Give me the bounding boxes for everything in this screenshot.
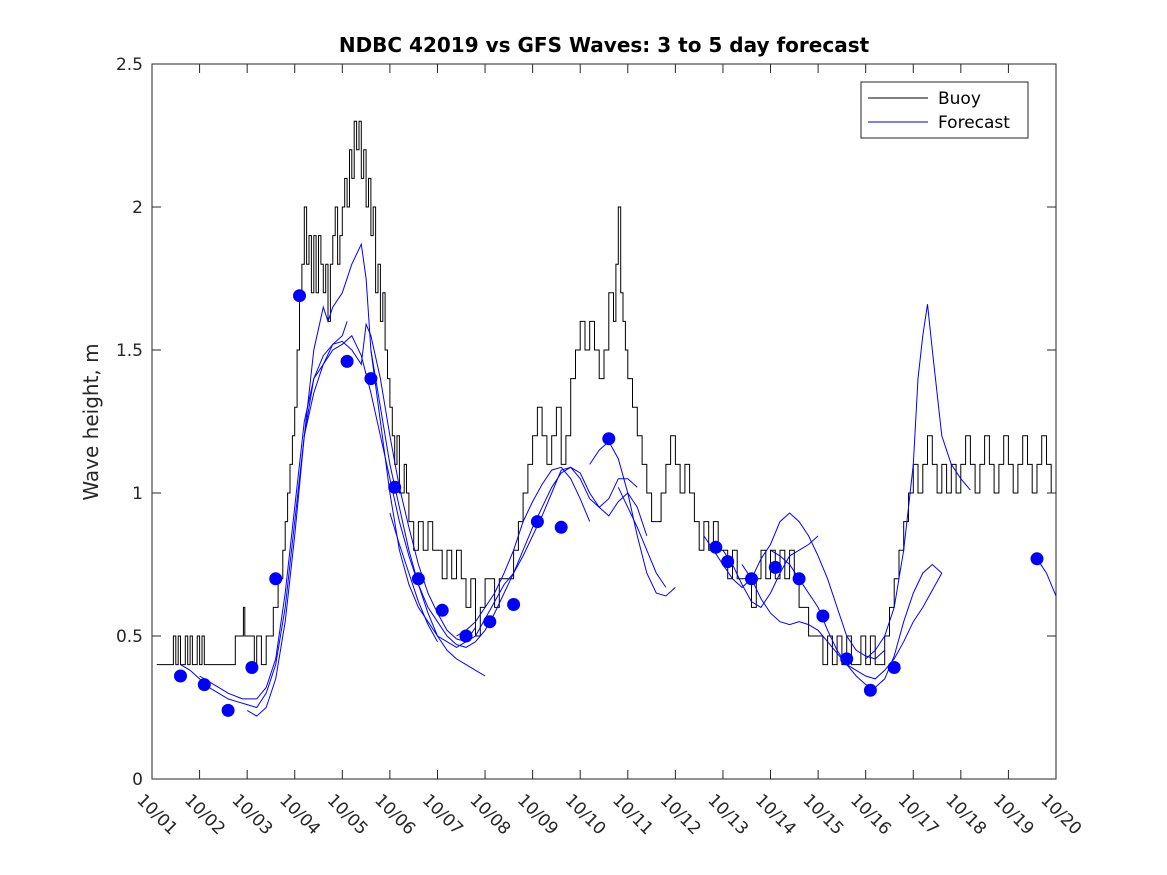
forecast-series-line xyxy=(589,440,676,597)
forecast-series-line xyxy=(703,512,886,660)
x-tick-label: 10/07 xyxy=(418,790,467,839)
axes-box xyxy=(151,63,1057,780)
forecast-marker xyxy=(269,572,283,586)
forecast-marker xyxy=(721,555,735,569)
plot-area xyxy=(156,120,1056,717)
forecast-marker xyxy=(1030,552,1044,566)
forecast-marker xyxy=(554,520,568,534)
x-tick-label: 10/17 xyxy=(894,790,943,839)
forecast-marker xyxy=(530,515,544,529)
x-tick-label: 10/08 xyxy=(466,790,515,839)
x-tick-label: 10/18 xyxy=(941,790,990,839)
forecast-series-line xyxy=(246,242,476,717)
y-tick-label: 1.5 xyxy=(116,341,143,361)
x-tick-label: 10/02 xyxy=(180,790,229,839)
forecast-marker xyxy=(364,372,378,386)
forecast-marker xyxy=(174,669,187,683)
forecast-marker xyxy=(768,560,782,574)
y-axis-label: Wave height, m xyxy=(79,343,103,500)
forecast-series-line xyxy=(770,549,943,689)
y-tick-label: 1 xyxy=(132,484,143,504)
x-tick-label: 10/14 xyxy=(751,790,800,839)
forecast-marker xyxy=(745,572,758,586)
forecast-series-line xyxy=(865,304,971,660)
plot-series xyxy=(156,120,1056,717)
buoy-series-line xyxy=(156,120,1056,666)
y-tick-label: 2 xyxy=(132,198,143,218)
chart-title: NDBC 42019 vs GFS Waves: 3 to 5 day fore… xyxy=(339,33,870,57)
forecast-marker xyxy=(507,598,521,611)
forecast-series-line xyxy=(389,512,438,642)
forecast-marker xyxy=(709,540,723,554)
forecast-series-line xyxy=(199,334,638,700)
forecast-marker xyxy=(792,572,806,586)
x-tick-label: 10/03 xyxy=(228,790,277,839)
x-tick-label: 10/13 xyxy=(703,790,752,839)
legend-forecast-label: Forecast xyxy=(938,113,1010,133)
x-tick-label: 10/05 xyxy=(323,790,372,839)
x-tick-label: 10/16 xyxy=(846,790,895,839)
legend: Buoy Forecast xyxy=(860,81,1029,139)
forecast-marker xyxy=(221,703,235,717)
x-tick-label: 10/09 xyxy=(513,790,562,839)
forecast-marker xyxy=(245,661,259,674)
forecast-marker xyxy=(293,289,306,303)
forecast-marker xyxy=(602,432,616,446)
forecast-marker xyxy=(340,354,354,368)
axes: 00.511.522.510/0110/0210/0310/0410/0510/… xyxy=(116,55,1085,839)
forecast-series-line xyxy=(722,535,819,609)
forecast-series-line xyxy=(370,349,486,677)
y-tick-label: 0 xyxy=(132,770,143,790)
x-tick-label: 10/01 xyxy=(132,790,181,839)
forecast-marker xyxy=(388,480,402,494)
x-tick-label: 10/10 xyxy=(561,790,610,839)
forecast-marker xyxy=(435,603,449,617)
legend-box xyxy=(860,81,1029,139)
y-tick-label: 2.5 xyxy=(116,55,143,75)
forecast-marker xyxy=(840,652,854,666)
x-tick-label: 10/06 xyxy=(370,790,419,839)
forecast-marker xyxy=(483,615,497,629)
forecast-series-line xyxy=(456,466,591,637)
x-tick-label: 10/04 xyxy=(275,790,324,839)
forecast-marker xyxy=(459,629,473,643)
forecast-marker xyxy=(887,661,901,674)
legend-buoy-label: Buoy xyxy=(938,89,981,109)
forecast-marker xyxy=(197,678,211,692)
x-tick-label: 10/20 xyxy=(1036,790,1085,839)
forecast-series-line xyxy=(180,321,348,709)
y-tick-label: 0.5 xyxy=(116,627,143,647)
forecast-marker xyxy=(411,572,425,586)
x-tick-label: 10/11 xyxy=(608,790,657,839)
forecast-series-line xyxy=(617,487,667,588)
x-tick-label: 10/12 xyxy=(656,790,705,839)
x-tick-label: 10/19 xyxy=(989,790,1038,839)
x-tick-label: 10/15 xyxy=(799,790,848,839)
forecast-marker xyxy=(863,683,877,697)
forecast-marker xyxy=(816,609,830,623)
